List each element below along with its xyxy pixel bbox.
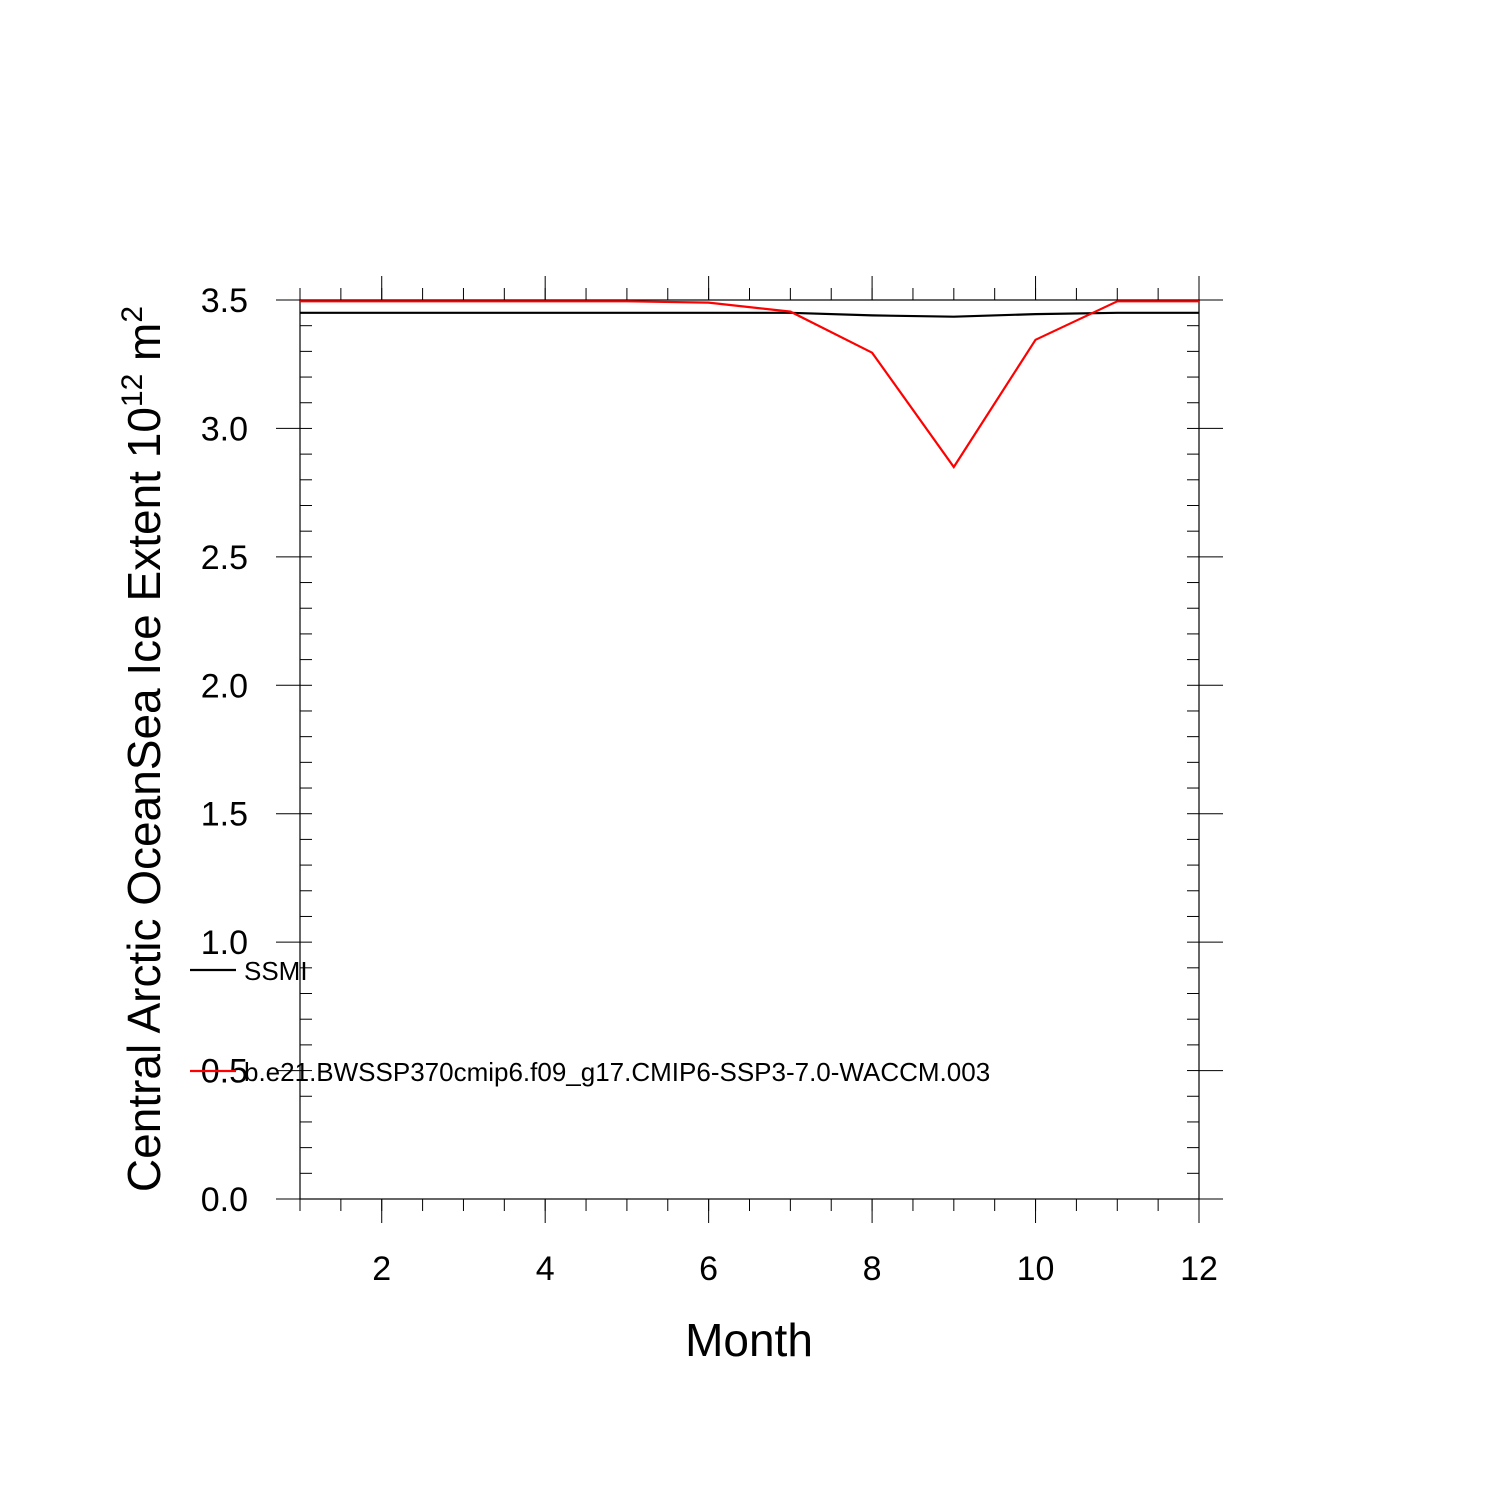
x-axis-title: Month [685,1314,813,1366]
x-tick-label: 8 [863,1250,882,1288]
x-tick-label: 6 [699,1250,718,1288]
tick-labels: 0.00.51.01.52.02.53.03.52 4 6 8 10 12 [201,282,1218,1288]
y-tick-label: 2.5 [201,539,248,577]
y-tick-label: 3.0 [201,410,248,448]
axis-ticks [276,276,1223,1223]
y-axis-title-text: Central Arctic OceanSea Ice Extent 10 [118,407,170,1192]
series-line-model [300,300,1199,469]
series-line-ssmi [300,311,1199,318]
legend-label: b.e21.BWSSP370cmip6.f09_g17.CMIP6-SSP3-7… [244,1057,990,1087]
y-axis-title: Central Arctic OceanSea Ice Extent 1012 … [116,306,170,1192]
y-axis-title-unit-exponent: 2 [116,306,149,323]
x-tick-label: 4 [536,1250,555,1288]
legend-label: SSMI [244,956,308,986]
legend: SSMI b.e21.BWSSP370cmip6.f09_g17.CMIP6-SS… [190,956,990,1087]
series-lines [300,300,1199,469]
x-tick-label: 10 [1017,1250,1055,1288]
x-tick-label: 12 [1180,1250,1218,1288]
y-tick-label: 2.0 [201,667,248,705]
y-tick-label: 1.0 [201,924,248,962]
y-axis-title-exponent: 12 [116,374,149,407]
y-tick-label: 0.0 [201,1181,248,1219]
x-tick-label: 2 [372,1250,391,1288]
y-tick-label: 1.5 [201,796,248,834]
y-axis-title-unit: m [118,323,170,374]
y-tick-label: 3.5 [201,282,248,320]
